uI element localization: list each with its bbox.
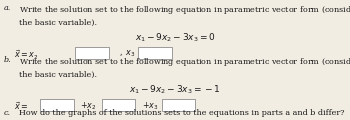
FancyBboxPatch shape [102,99,135,111]
Text: How do the graphs of the solutions sets to the equations in parts a and b differ: How do the graphs of the solutions sets … [19,109,345,117]
FancyBboxPatch shape [162,99,195,111]
Text: a.: a. [4,4,11,12]
Text: $,\ x_3$: $,\ x_3$ [119,49,135,59]
Text: the basic variable).: the basic variable). [19,71,97,79]
Text: $+x_3$: $+x_3$ [142,100,158,112]
FancyBboxPatch shape [138,47,172,59]
Text: $x_1 - 9x_2 - 3x_3 = -1$: $x_1 - 9x_2 - 3x_3 = -1$ [129,83,221,96]
Text: $\vec{x} = x_2$: $\vec{x} = x_2$ [14,49,38,62]
Text: the basic variable).: the basic variable). [19,19,97,27]
Text: $\vec{x} =$: $\vec{x} =$ [14,100,28,112]
Text: c.: c. [4,109,10,117]
Text: $+x_2$: $+x_2$ [80,100,97,112]
Text: $x_1 - 9x_2 - 3x_3 = 0$: $x_1 - 9x_2 - 3x_3 = 0$ [135,31,215,44]
Text: Write the solution set to the following equation in parametric vector form (cons: Write the solution set to the following … [19,56,350,68]
Text: b.: b. [4,56,11,64]
FancyBboxPatch shape [40,99,74,111]
FancyBboxPatch shape [75,47,108,59]
Text: Write the solution set to the following equation in parametric vector form (cons: Write the solution set to the following … [19,4,350,16]
